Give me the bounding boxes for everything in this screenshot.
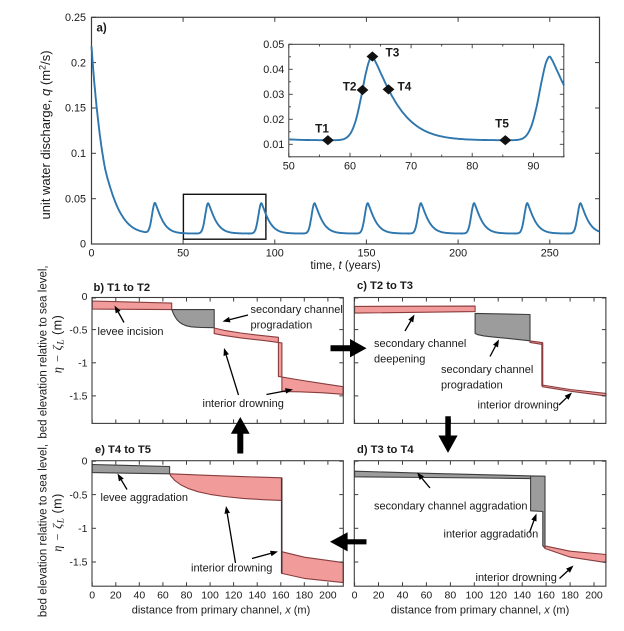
svg-text:interior drowning: interior drowning [203,398,284,410]
svg-text:0.04: 0.04 [263,64,284,76]
svg-text:200: 200 [319,590,337,602]
svg-text:80: 80 [181,590,193,602]
svg-text:interior drowning: interior drowning [478,400,559,412]
svg-text:-1.5: -1.5 [69,557,87,569]
svg-text:-0.5: -0.5 [69,324,87,336]
svg-text:interior drowning: interior drowning [191,563,272,575]
svg-text:distance from primary channel,: distance from primary channel, x (m) [391,605,570,617]
svg-text:0: 0 [352,590,358,602]
svg-text:deepening: deepening [374,354,425,366]
svg-text:60: 60 [421,590,433,602]
svg-text:0: 0 [80,239,86,251]
svg-text:distance from primary channel,: distance from primary channel, x (m) [132,605,311,617]
svg-text:60: 60 [344,161,356,173]
svg-text:180: 180 [296,590,314,602]
svg-text:-1: -1 [78,523,87,535]
svg-text:0.15: 0.15 [65,103,86,115]
svg-text:50: 50 [177,248,189,260]
svg-text:bed elevation relative to sea: bed elevation relative to sea level, [38,265,50,438]
svg-text:70: 70 [405,161,417,173]
svg-text:120: 120 [489,590,507,602]
svg-text:0: 0 [89,590,95,602]
svg-text:200: 200 [585,590,603,602]
svg-text:0.03: 0.03 [263,89,284,101]
svg-text:bed elevation relative to sea: bed elevation relative to sea level, [38,444,50,617]
svg-text:0.01: 0.01 [263,139,284,151]
svg-text:100: 100 [266,248,284,260]
svg-text:100: 100 [466,590,484,602]
svg-text:T5: T5 [495,117,509,131]
svg-text:0: 0 [88,248,94,260]
svg-text:180: 180 [561,590,579,602]
svg-text:b) T1 to T2: b) T1 to T2 [94,282,151,294]
svg-text:secondary channel: secondary channel [441,364,533,376]
svg-text:50: 50 [283,161,295,173]
svg-text:progradation: progradation [441,380,503,392]
svg-text:40: 40 [133,590,145,602]
svg-text:160: 160 [537,590,555,602]
svg-text:time, t (years): time, t (years) [310,260,380,272]
svg-text:20: 20 [110,590,122,602]
svg-text:T1: T1 [315,122,329,136]
svg-text:levee aggradation: levee aggradation [101,492,188,504]
svg-text:interior drowning: interior drowning [476,572,557,584]
svg-text:0.05: 0.05 [263,39,284,51]
svg-text:secondary channel: secondary channel [251,304,343,316]
svg-text:80: 80 [466,161,478,173]
svg-text:60: 60 [157,590,169,602]
svg-text:-0.5: -0.5 [69,489,87,501]
svg-text:90: 90 [527,161,539,173]
svg-text:0.02: 0.02 [263,114,284,126]
svg-text:d) T3 to T4: d) T3 to T4 [357,444,414,456]
svg-text:secondary channel: secondary channel [374,338,466,350]
svg-text:T4: T4 [398,80,412,94]
svg-text:-1: -1 [78,358,87,370]
svg-text:-1.5: -1.5 [69,391,87,403]
svg-text:e) T4 to T5: e) T4 to T5 [95,444,151,456]
svg-text:150: 150 [357,248,375,260]
svg-text:100: 100 [201,590,219,602]
svg-text:0.25: 0.25 [65,12,86,24]
svg-text:0: 0 [82,456,88,468]
svg-text:250: 250 [541,248,559,260]
svg-text:20: 20 [373,590,385,602]
svg-text:unit water discharge, q (m2/s): unit water discharge, q (m2/s) [38,50,54,219]
svg-text:a): a) [97,23,107,35]
svg-text:0.2: 0.2 [71,57,86,69]
svg-text:levee incision: levee incision [98,326,164,338]
svg-text:140: 140 [248,590,266,602]
svg-text:T2: T2 [343,80,357,94]
svg-text:progradation: progradation [251,320,313,332]
svg-text:interior aggradation: interior aggradation [444,529,539,541]
svg-text:40: 40 [397,590,409,602]
svg-text:η − ζL (m): η − ζL (m) [51,493,67,551]
svg-text:80: 80 [445,590,457,602]
svg-text:T3: T3 [386,46,400,60]
svg-text:c) T2 to T3: c) T2 to T3 [357,280,413,292]
svg-text:200: 200 [449,248,467,260]
svg-text:120: 120 [225,590,243,602]
svg-text:η − ζL (m): η − ζL (m) [51,315,67,373]
svg-text:160: 160 [272,590,290,602]
svg-text:0: 0 [82,291,88,303]
svg-text:secondary channel aggradation: secondary channel aggradation [374,501,528,513]
svg-text:140: 140 [513,590,531,602]
svg-text:0.05: 0.05 [65,193,86,205]
svg-text:0.1: 0.1 [71,148,86,160]
